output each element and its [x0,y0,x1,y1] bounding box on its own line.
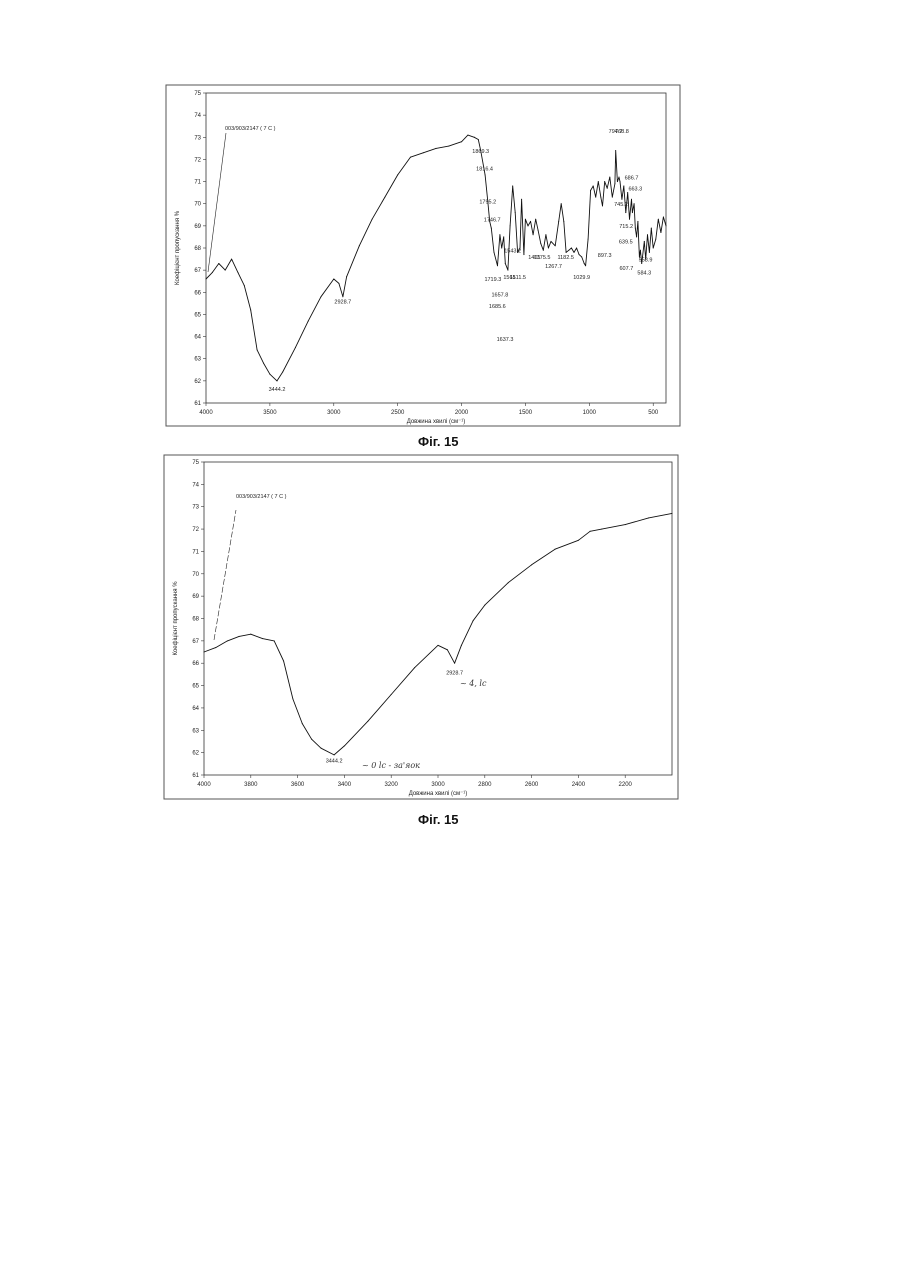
y-tick-label: 68 [192,617,199,623]
data-point [367,721,368,722]
handwritten-note: ~ 0 lc - за'яок [362,761,420,770]
y-tick-label: 67 [192,639,199,645]
data-point [239,636,240,637]
data-point [344,745,345,746]
x-tick-label: 2600 [525,782,539,788]
x-tick-label: 3400 [338,782,352,788]
data-point [672,513,673,514]
data-point [555,549,556,550]
spectrum-line [204,513,672,755]
y-tick-label: 63 [192,728,199,734]
data-point [473,620,474,621]
data-point [414,667,415,668]
data-point [508,582,509,583]
data-point [321,748,322,749]
x-tick-label: 4000 [197,782,211,788]
data-point [311,739,312,740]
y-tick-label: 71 [192,549,199,555]
y-tick-label: 75 [192,460,199,466]
data-point [250,634,251,635]
x-axis-label: Довжина хвилі (см⁻¹) [409,791,468,797]
data-point [391,694,392,695]
data-point [578,540,579,541]
x-tick-label: 3800 [244,782,258,788]
data-point [262,638,263,639]
data-point [334,754,335,755]
data-point [484,605,485,606]
plot-frame [204,462,672,775]
y-tick-label: 74 [192,482,199,488]
x-tick-label: 3200 [385,782,399,788]
data-point [590,531,591,532]
y-tick-label: 64 [192,706,199,712]
data-point [438,645,439,646]
data-point [283,660,284,661]
y-tick-label: 65 [192,684,199,690]
data-point [447,649,448,650]
y-tick-label: 66 [192,661,199,667]
data-point [302,723,303,724]
y-tick-label: 70 [192,572,199,578]
y-tick-label: 69 [192,594,199,600]
x-tick-label: 3600 [291,782,305,788]
data-point [292,698,293,699]
data-point [531,564,532,565]
y-tick-label: 73 [192,505,199,511]
sample-label-leader [214,510,236,640]
handwritten-note: ~ 4, lc [460,679,487,688]
data-point [648,517,649,518]
peak-label: 3444.2 [326,759,343,765]
y-tick-label: 62 [192,751,199,757]
y-tick-label: 61 [192,773,199,779]
y-axis-label: Коефіцієнт пропускання % [173,581,179,656]
sample-label: 003/903/2147 ( 7 C ) [236,494,287,500]
x-tick-label: 2800 [478,782,492,788]
data-point [454,663,455,664]
chart-2: 61 62 63 64 65 66 67 68 69 70 71 72 73 74 75 4000 3800 36… [0,0,900,840]
data-point [461,645,462,646]
x-tick-label: 3000 [431,782,445,788]
data-point [274,640,275,641]
x-tick-label: 2200 [619,782,633,788]
data-point [215,647,216,648]
data-point [601,529,602,530]
data-point [227,640,228,641]
outer-frame [164,455,678,799]
data-point [204,652,205,653]
y-tick-label: 72 [192,527,199,533]
figure-caption-2: Фіг. 15 [418,812,459,827]
x-tick-label: 2400 [572,782,586,788]
peak-label: 2928.7 [446,670,463,676]
data-point [625,524,626,525]
